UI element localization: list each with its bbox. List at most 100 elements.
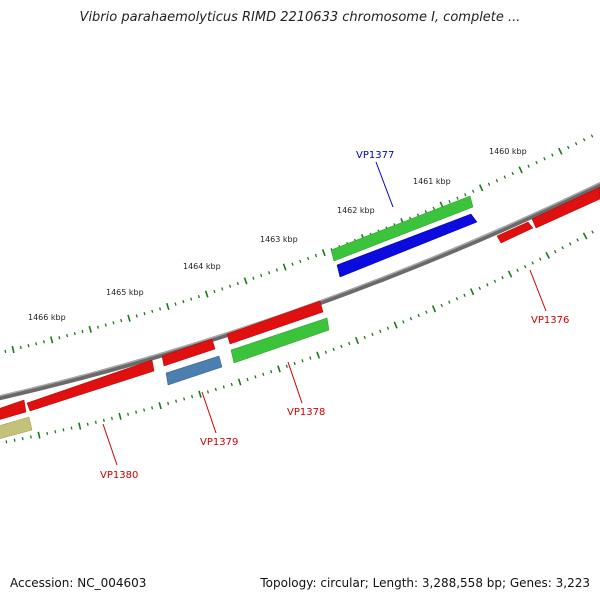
major-tick <box>118 412 122 420</box>
major-tick <box>393 321 398 329</box>
minor-tick <box>27 344 30 348</box>
major-tick <box>277 365 281 373</box>
major-tick <box>431 305 437 313</box>
minor-tick <box>543 157 546 161</box>
major-tick <box>198 390 202 398</box>
minor-tick <box>86 422 89 426</box>
minor-tick <box>29 435 32 439</box>
major-tick <box>127 314 131 322</box>
tick-label-1466: 1466 kbp <box>28 313 66 322</box>
gene-arrow-vp1378[interactable] <box>230 317 330 364</box>
major-tick <box>354 336 360 345</box>
outer-tick-ring <box>4 134 594 354</box>
minor-tick <box>182 300 185 304</box>
accession-text: Accession: NC_004603 <box>10 576 147 590</box>
topology-summary: Topology: circular; Length: 3,288,558 bp… <box>260 576 590 590</box>
leader-line-vp1378 <box>287 361 303 404</box>
leader-line-vp1376 <box>529 269 547 312</box>
minor-tick <box>94 420 97 424</box>
minor-tick <box>448 300 451 304</box>
minor-tick <box>127 412 130 416</box>
minor-tick <box>567 145 570 150</box>
minor-tick <box>5 440 8 444</box>
minor-tick <box>309 356 312 360</box>
minor-tick <box>432 206 435 210</box>
tick-label-1465: 1465 kbp <box>106 288 144 297</box>
minor-tick <box>262 372 265 376</box>
major-tick <box>469 288 475 296</box>
minor-tick <box>213 289 216 294</box>
gene-arrow-red[interactable] <box>161 338 216 367</box>
minor-tick <box>340 344 343 349</box>
minor-tick <box>568 242 572 246</box>
minor-tick <box>379 329 382 333</box>
inner-tick-ring <box>5 230 594 444</box>
major-tick <box>518 166 523 174</box>
major-tick <box>204 290 209 298</box>
gene-arrow-vp1377[interactable] <box>336 213 478 278</box>
minor-tick <box>267 271 271 275</box>
gene-arrow-green[interactable] <box>330 195 474 262</box>
tick-label-1462: 1462 kbp <box>337 206 375 215</box>
gene-arrow-red[interactable] <box>0 399 27 421</box>
minor-tick <box>62 428 65 432</box>
gene-arrow[interactable] <box>531 186 600 229</box>
minor-tick <box>582 138 586 142</box>
minor-tick <box>402 320 405 324</box>
minor-tick <box>561 246 564 250</box>
minor-tick <box>222 385 225 389</box>
major-tick <box>321 249 326 257</box>
gene-features <box>0 186 600 440</box>
gene-arrow-vp1380[interactable] <box>26 359 155 412</box>
minor-tick <box>246 377 249 382</box>
minor-tick <box>486 283 489 287</box>
minor-tick <box>456 196 459 200</box>
minor-tick <box>417 313 420 318</box>
minor-tick <box>174 302 177 306</box>
backbone <box>0 182 600 401</box>
minor-tick <box>511 171 514 176</box>
major-tick <box>88 325 92 333</box>
minor-tick <box>230 382 233 387</box>
minor-tick <box>135 314 138 318</box>
minor-tick <box>81 329 84 334</box>
minor-tick <box>260 273 263 278</box>
minor-tick <box>102 418 105 422</box>
gene-arrow-vp1379[interactable] <box>165 355 223 386</box>
major-tick <box>37 431 41 439</box>
minor-tick <box>576 238 579 242</box>
minor-tick <box>472 189 475 193</box>
minor-tick <box>275 268 279 272</box>
minor-tick <box>143 312 146 316</box>
major-tick <box>78 422 82 430</box>
minor-tick <box>590 134 594 138</box>
map-title: Vibrio parahaemolyticus RIMD 2210633 chr… <box>79 10 521 25</box>
minor-tick <box>175 399 178 403</box>
minor-tick <box>58 336 61 340</box>
major-tick <box>558 147 563 155</box>
minor-tick <box>523 265 527 269</box>
gene-label-vp1380[interactable]: VP1380 <box>100 470 138 481</box>
gene-arrow-red[interactable] <box>226 300 324 345</box>
gene-label-vp1379[interactable]: VP1379 <box>200 437 238 448</box>
minor-tick <box>363 335 366 340</box>
gene-label-vp1376[interactable]: VP1376 <box>531 315 569 326</box>
major-tick <box>582 232 588 240</box>
gene-arrow-olive[interactable] <box>0 416 33 440</box>
minor-tick <box>151 309 154 313</box>
gene-label-vp1377[interactable]: VP1377 <box>356 150 394 161</box>
gene-arrow[interactable] <box>496 221 534 244</box>
minor-tick <box>463 293 466 297</box>
minor-tick <box>551 153 554 157</box>
minor-tick <box>464 193 467 197</box>
gene-label-vp1378[interactable]: VP1378 <box>287 407 325 418</box>
tick-labels: 1460 kbp 1461 kbp 1462 kbp 1463 kbp 1464… <box>28 147 527 322</box>
minor-tick <box>143 408 146 412</box>
minor-tick <box>386 326 390 330</box>
major-tick <box>545 251 551 259</box>
tick-label-1464: 1464 kbp <box>183 262 221 271</box>
minor-tick <box>371 332 374 337</box>
minor-tick <box>73 332 76 336</box>
major-tick <box>478 184 484 192</box>
tick-label-1461: 1461 kbp <box>413 177 451 186</box>
